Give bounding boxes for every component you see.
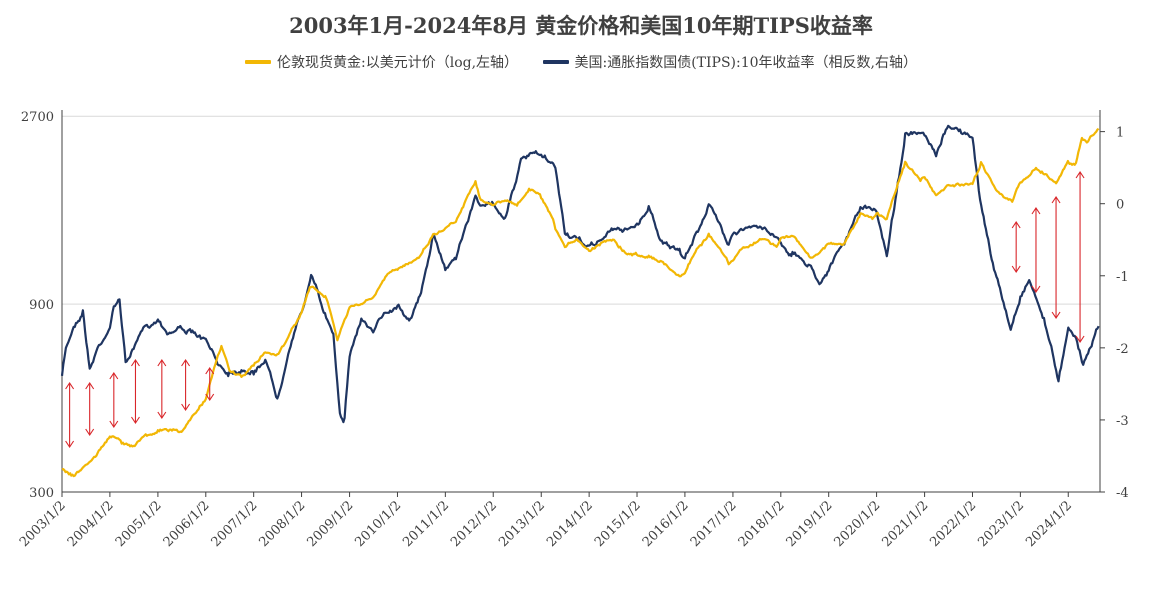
y-right-tick-label: 1 bbox=[1116, 126, 1124, 141]
legend: 伦敦现货黄金:以美元计价（log,左轴） 美国:通胀指数国债(TIPS):10年… bbox=[0, 52, 1162, 72]
y-right-tick-label: -1 bbox=[1116, 270, 1129, 285]
x-tick-label: 2022/1/2 bbox=[927, 498, 979, 550]
x-tick-label: 2003/1/2 bbox=[17, 498, 69, 550]
y-left-tick-label: 2700 bbox=[21, 110, 54, 125]
annotation-arrowhead-bottom bbox=[1011, 265, 1021, 273]
x-tick-label: 2012/1/2 bbox=[448, 498, 500, 550]
legend-item-gold: 伦敦现货黄金:以美元计价（log,左轴） bbox=[245, 52, 518, 72]
x-tick-label: 2020/1/2 bbox=[832, 498, 884, 550]
chart-title: 2003年1月-2024年8月 黄金价格和美国10年期TIPS收益率 bbox=[289, 13, 873, 38]
annotation-arrowhead-top bbox=[205, 367, 215, 375]
series-line-gold bbox=[61, 127, 1100, 478]
x-tick-label: 2008/1/2 bbox=[256, 498, 308, 550]
annotation-arrowhead-top bbox=[1051, 196, 1061, 204]
legend-swatch-tips bbox=[542, 60, 569, 64]
legend-label-tips: 美国:通胀指数国债(TIPS):10年收益率（相反数,右轴） bbox=[574, 55, 918, 71]
annotation-arrowhead-bottom bbox=[205, 393, 215, 401]
y-right-tick-label: -4 bbox=[1116, 486, 1129, 501]
x-tick-label: 2024/1/2 bbox=[1023, 498, 1075, 550]
legend-label-gold: 伦敦现货黄金:以美元计价（log,左轴） bbox=[277, 55, 519, 71]
x-tick-label: 2014/1/2 bbox=[544, 498, 596, 550]
x-tick-label: 2023/1/2 bbox=[975, 498, 1027, 550]
annotation-arrowhead-top bbox=[85, 382, 95, 390]
x-tick-label: 2005/1/2 bbox=[113, 498, 165, 550]
annotation-arrowhead-top bbox=[1011, 221, 1021, 229]
annotation-arrowhead-bottom bbox=[181, 403, 191, 411]
y-right-tick-label: -2 bbox=[1116, 342, 1129, 357]
x-tick-label: 2015/1/2 bbox=[592, 498, 644, 550]
x-tick-label: 2013/1/2 bbox=[496, 498, 548, 550]
annotation-arrowhead-top bbox=[157, 359, 167, 367]
annotation-arrowhead-top bbox=[65, 382, 75, 390]
y-right-tick-label: -3 bbox=[1116, 414, 1129, 429]
annotation-arrowhead-top bbox=[1031, 207, 1041, 215]
annotation-arrowhead-top bbox=[109, 372, 119, 380]
x-tick-label: 2007/1/2 bbox=[209, 498, 261, 550]
annotation-arrowhead-bottom bbox=[1051, 311, 1061, 319]
annotation-arrowhead-bottom bbox=[131, 416, 140, 424]
x-tick-label: 2018/1/2 bbox=[736, 498, 788, 550]
annotation-arrowhead-bottom bbox=[85, 428, 95, 436]
legend-item-tips: 美国:通胀指数国债(TIPS):10年收益率（相反数,右轴） bbox=[542, 52, 918, 72]
annotation-arrowhead-bottom bbox=[157, 411, 167, 419]
annotation-arrowhead-top bbox=[131, 359, 140, 367]
x-tick-label: 2009/1/2 bbox=[305, 498, 357, 550]
x-tick-label: 2017/1/2 bbox=[688, 498, 740, 550]
annotation-arrowhead-bottom bbox=[1075, 335, 1085, 343]
x-tick-label: 2004/1/2 bbox=[65, 498, 117, 550]
annotation-arrowhead-bottom bbox=[109, 420, 119, 428]
x-tick-label: 2011/1/2 bbox=[400, 498, 452, 550]
y-right-tick-label: 0 bbox=[1116, 198, 1124, 213]
series-line-tips bbox=[60, 124, 1100, 424]
x-tick-label: 2016/1/2 bbox=[640, 498, 692, 550]
annotation-arrowhead-bottom bbox=[1031, 285, 1041, 293]
x-tick-label: 2021/1/2 bbox=[880, 498, 932, 550]
annotation-arrowhead-top bbox=[181, 359, 191, 367]
legend-swatch-gold bbox=[245, 60, 271, 64]
x-tick-label: 2010/1/2 bbox=[352, 498, 404, 550]
x-tick-label: 2019/1/2 bbox=[784, 498, 836, 550]
y-left-tick-label: 300 bbox=[29, 486, 54, 501]
y-left-tick-label: 900 bbox=[29, 298, 54, 313]
annotation-arrowhead-bottom bbox=[65, 440, 75, 448]
x-tick-label: 2006/1/2 bbox=[161, 498, 213, 550]
annotation-arrowhead-top bbox=[1075, 171, 1085, 179]
